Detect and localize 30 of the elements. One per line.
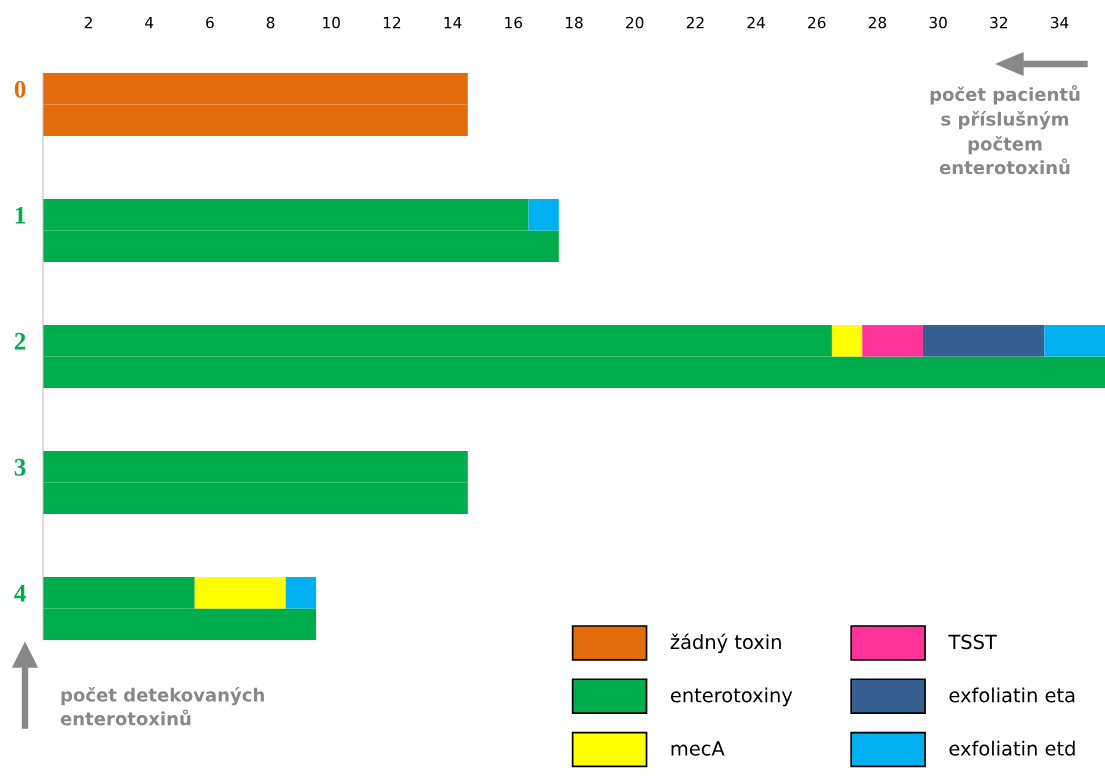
x-tick-label: 6 xyxy=(206,16,214,29)
x-tick-label: 12 xyxy=(383,16,401,29)
x-tick-label: 16 xyxy=(505,16,523,29)
x-tick-label: 22 xyxy=(686,16,704,29)
x-tick-label: 24 xyxy=(747,16,765,29)
x-tick-label: 32 xyxy=(990,16,1007,29)
y-tick-label: 4 xyxy=(14,584,26,602)
annotation: počet pacientů s příslušným počtem enterotoxinů xyxy=(930,85,1080,175)
x-tick-label: 8 xyxy=(266,16,275,29)
x-tick-label: 20 xyxy=(626,16,644,29)
y-tick-label: 3 xyxy=(14,458,26,476)
legend-label: mecA xyxy=(671,741,725,756)
y-tick-label: 1 xyxy=(15,206,26,224)
legend-label: žádný toxin xyxy=(670,633,781,653)
x-tick-label: 4 xyxy=(145,17,154,29)
x-tick-label: 26 xyxy=(808,16,826,29)
y-tick-label: 0 xyxy=(14,80,26,98)
text: počet detekovaných enterotoxinů xyxy=(60,687,264,726)
x-tick-label: 34 xyxy=(1050,16,1069,29)
legend-label: enterotoxiny xyxy=(670,687,793,707)
x-tick-label: 28 xyxy=(868,16,887,29)
x-tick-label: 14 xyxy=(444,17,462,29)
y-tick-label: 2 xyxy=(14,332,26,350)
legend-label: exfoliatin eta xyxy=(949,687,1075,703)
legend-label: exfoliatin etd xyxy=(949,740,1075,756)
x-tick-label: 10 xyxy=(323,16,340,29)
x-tick-label: 2 xyxy=(84,16,92,29)
legend-label: TSST xyxy=(948,634,997,650)
x-tick-label: 18 xyxy=(565,16,583,29)
x-tick-label: 30 xyxy=(929,16,947,29)
